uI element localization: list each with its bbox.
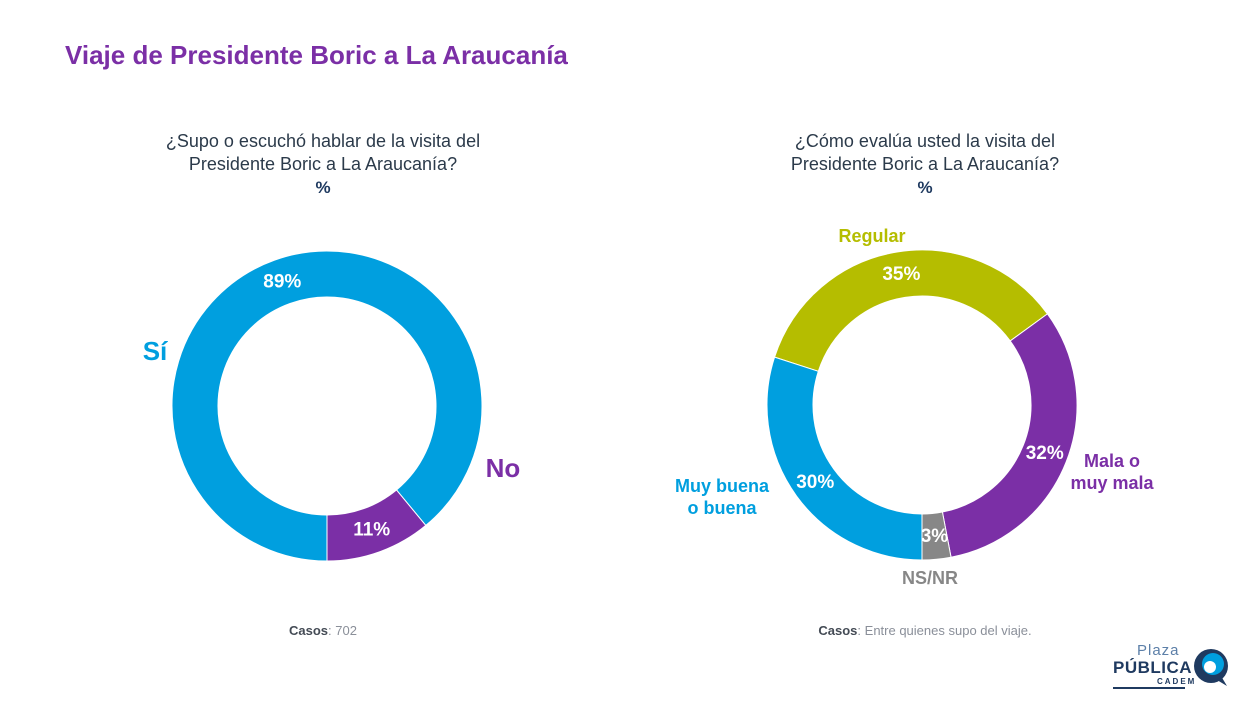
logo-swirl-icon: [1194, 649, 1228, 686]
chart-right-question-line2: Presidente Boric a La Araucanía?: [790, 154, 1060, 174]
logo-word-cadem: CADEM: [1157, 677, 1197, 686]
donut-right-value-label-regular: 35%: [882, 264, 920, 285]
donut-right-value-label-mala-o-muy-mala: 32%: [1026, 443, 1064, 464]
donut-right-category-label-mala-o-muy-mala: Mala o muy mala: [1070, 451, 1154, 493]
logo-word-publica: PÚBLICA: [1113, 658, 1193, 677]
donut-right-slice-regular: [773, 249, 1049, 372]
donut-right-category-label-muy-buena-o-buena: Muy buena o buena: [675, 476, 770, 518]
page-title: Viaje de Presidente Boric a La Araucanía: [65, 40, 568, 70]
cases-text-right: : Entre quienes supo del viaje.: [857, 623, 1032, 638]
donut-left-value-label-no: 11%: [353, 520, 390, 541]
donut-left-value-label-si: 89%: [263, 271, 301, 292]
chart-right-question: ¿Cómo evalúa usted la visita del Preside…: [705, 130, 1145, 199]
cases-note-right: Casos: Entre quienes supo del viaje.: [795, 623, 1055, 639]
chart-left-question-line2: Presidente Boric a La Araucanía?: [188, 154, 458, 174]
donut-right-category-label-regular: Regular: [838, 226, 905, 246]
donut-right-category-label-ns-nr: NS/NR: [902, 568, 958, 588]
logo-underline: [1113, 687, 1185, 689]
logo-word-plaza: Plaza: [1137, 642, 1180, 659]
cases-text-left: : 702: [328, 623, 357, 638]
cases-label-right: Casos: [818, 623, 858, 638]
donut-right-value-label-muy-buena-o-buena: 30%: [796, 472, 834, 493]
chart-right-unit: %: [917, 178, 933, 197]
chart-left-question: ¿Supo o escuchó hablar de la visita del …: [103, 130, 543, 199]
donut-right-slice-muy-buena-o-buena: [766, 356, 923, 561]
donut-left-slice-si: [171, 250, 483, 562]
chart-left-question-line1: ¿Supo o escuchó hablar de la visita del: [165, 131, 481, 151]
donut-right-slice-mala-o-muy-mala: [941, 313, 1078, 558]
cases-label-left: Casos: [289, 623, 329, 638]
donut-left-category-label-si: Sí: [143, 336, 168, 366]
donut-left-slice-no: [326, 489, 427, 562]
chart-right-question-line1: ¿Cómo evalúa usted la visita del: [794, 131, 1056, 151]
plaza-publica-cadem-logo: Plaza PÚBLICA CADEM: [1105, 642, 1235, 692]
chart-left-unit: %: [315, 178, 331, 197]
donut-right-value-label-ns-nr: 3%: [921, 526, 949, 547]
donut-left-category-label-no: No: [486, 453, 521, 483]
cases-note-left: Casos: 702: [193, 623, 453, 639]
